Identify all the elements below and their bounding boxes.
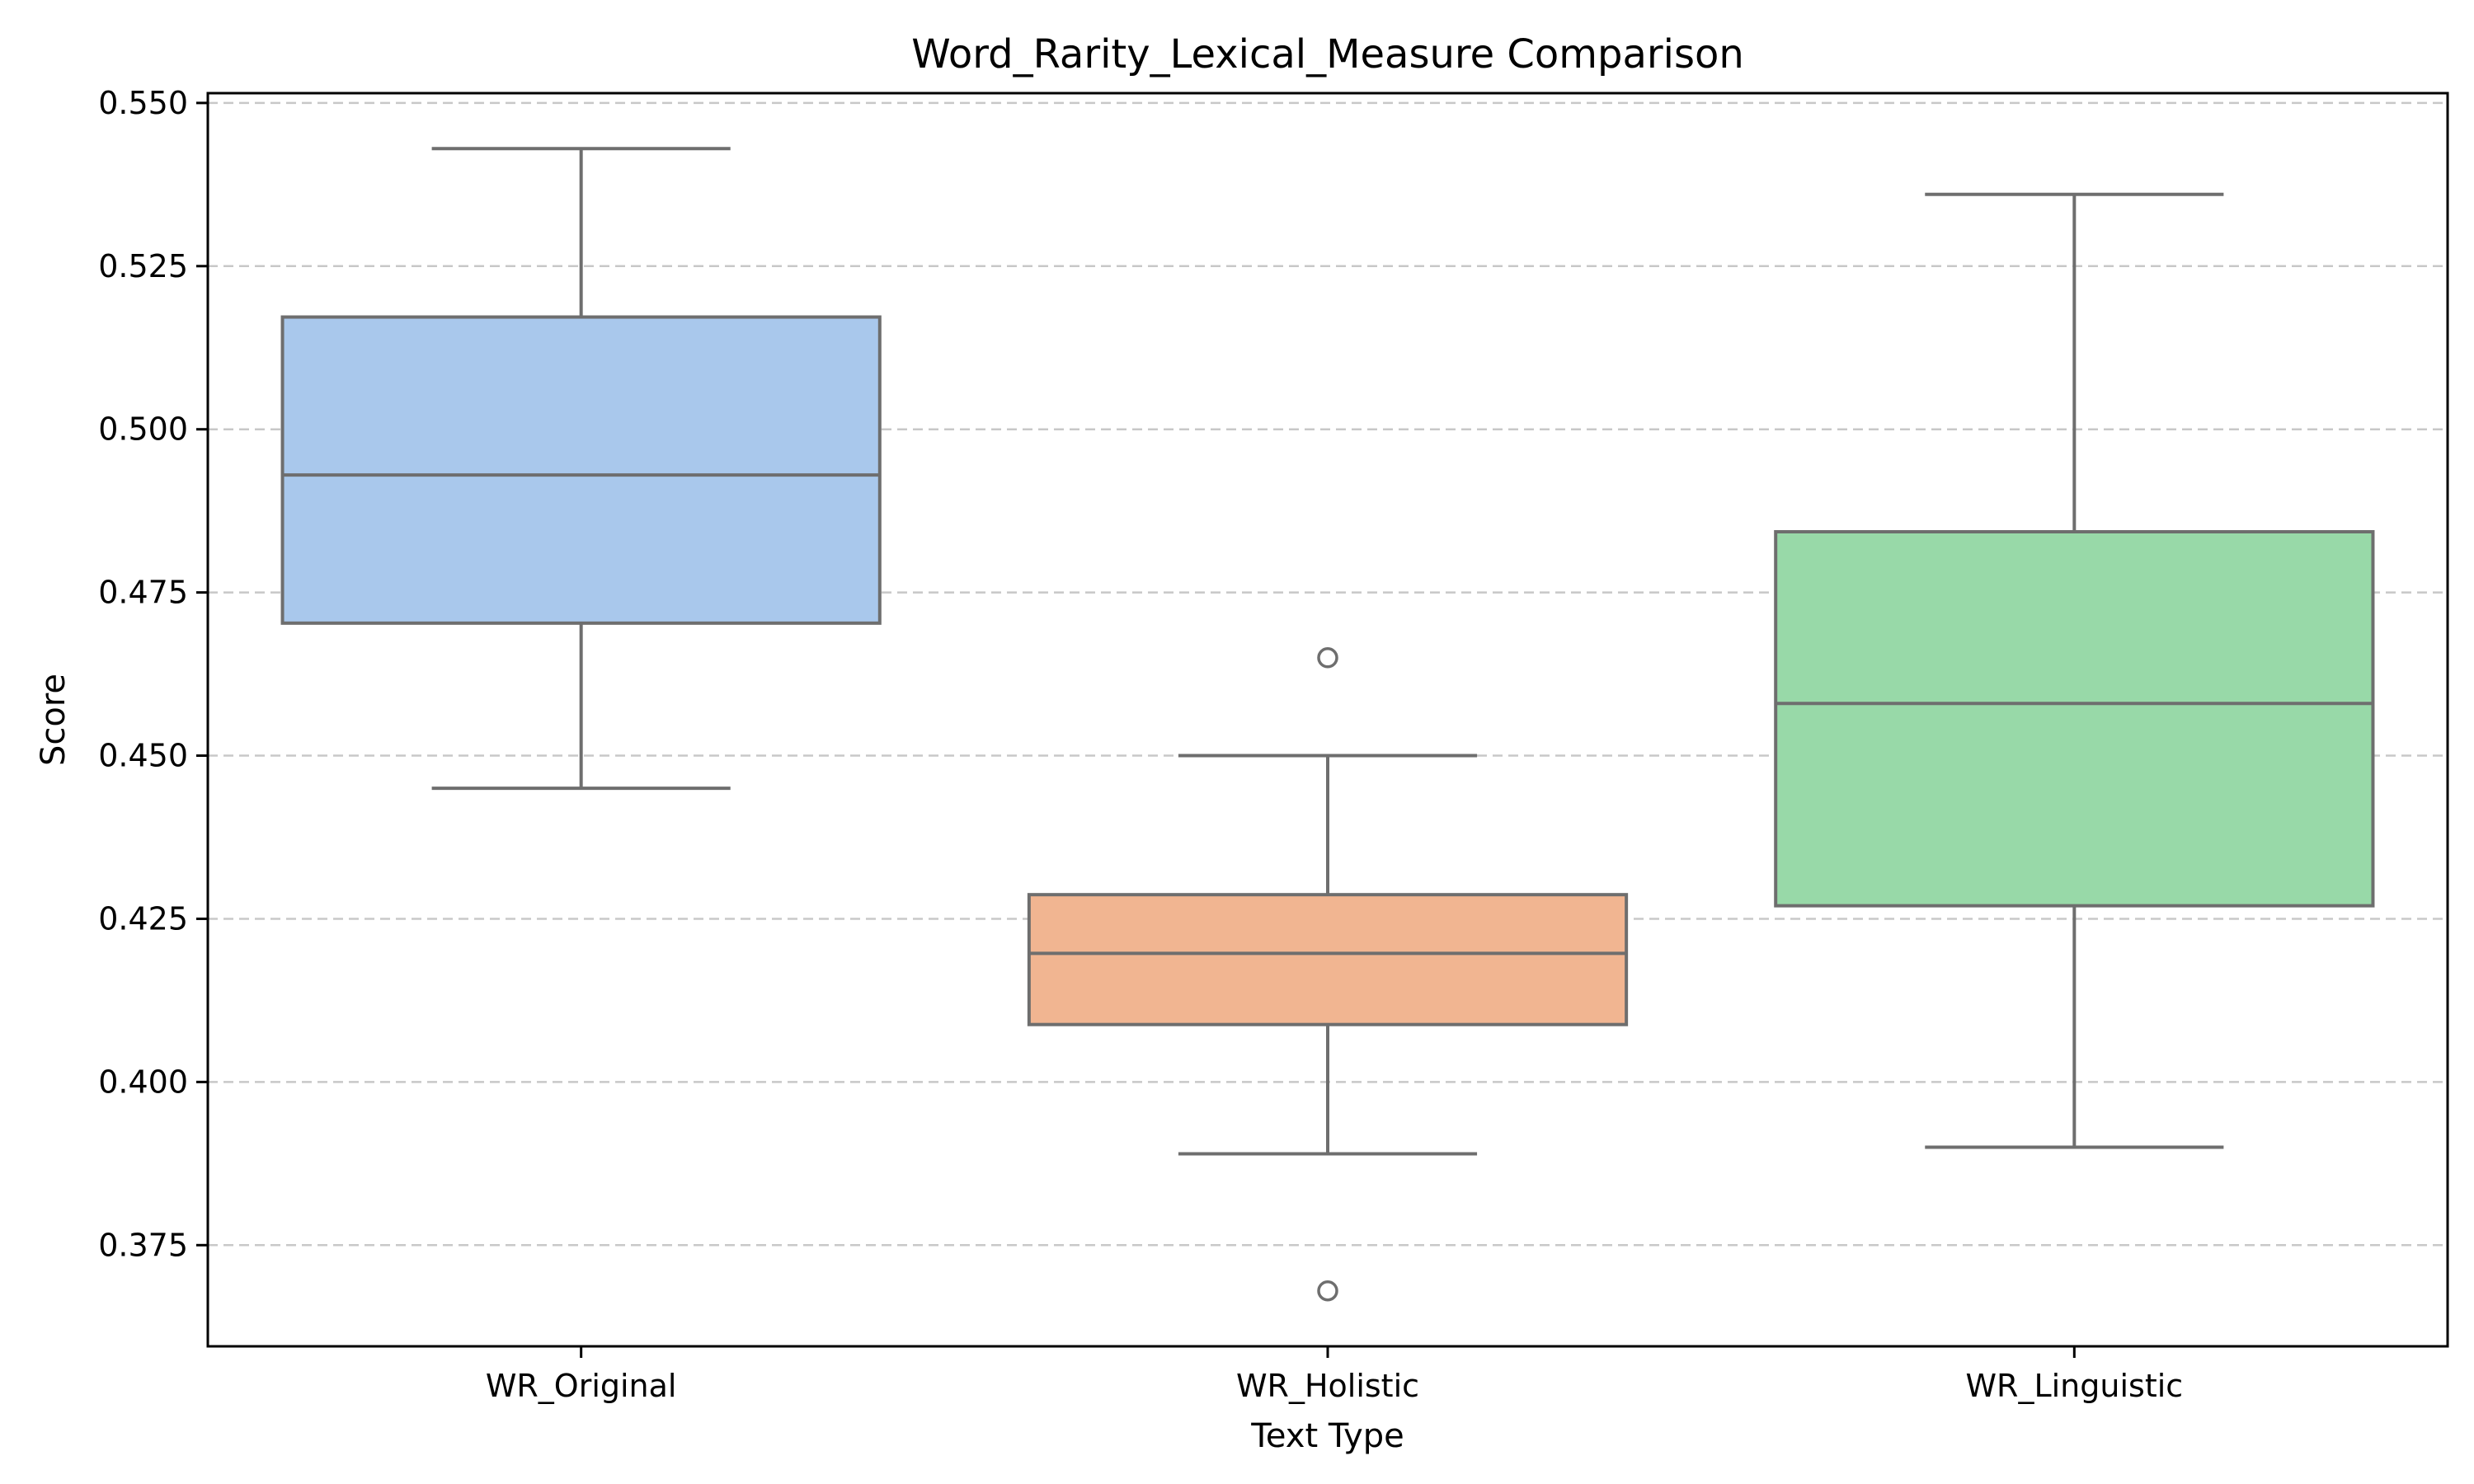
y-tick-label: 0.425 <box>98 900 188 937</box>
y-tick-label: 0.500 <box>98 411 188 448</box>
outlier-point <box>1317 1280 1338 1302</box>
y-tick-label: 0.450 <box>98 738 188 774</box>
box-series <box>280 147 2375 1302</box>
y-axis-label: Score <box>35 674 73 766</box>
y-tick-label: 0.475 <box>98 575 188 611</box>
x-tick-label: WR_Original <box>486 1368 677 1404</box>
y-axis: 0.375 0.400 0.425 0.450 0.475 0.500 0.525 0.550 <box>98 85 208 1263</box>
outlier-point <box>1317 647 1338 669</box>
x-tick-label: WR_Linguistic <box>1965 1368 2183 1404</box>
y-tick-label: 0.400 <box>98 1064 188 1100</box>
box-WR_Holistic <box>1027 647 1629 1302</box>
x-axis: WR_Original WR_Holistic WR_Linguistic <box>486 1346 2183 1404</box>
y-tick-label: 0.375 <box>98 1227 188 1263</box>
interquartile-box <box>1774 530 2375 908</box>
interquartile-box <box>1027 893 1629 1026</box>
y-tick-label: 0.550 <box>98 85 188 121</box>
y-tick-label: 0.525 <box>98 248 188 284</box>
x-tick-label: WR_Holistic <box>1236 1368 1419 1404</box>
box-WR_Original <box>280 147 882 791</box>
interquartile-box <box>280 315 882 625</box>
x-axis-label: Text Type <box>1250 1417 1404 1455</box>
box-WR_Linguistic <box>1774 192 2375 1149</box>
chart-title: Word_Rarity_Lexical_Measure Comparison <box>911 31 1744 77</box>
